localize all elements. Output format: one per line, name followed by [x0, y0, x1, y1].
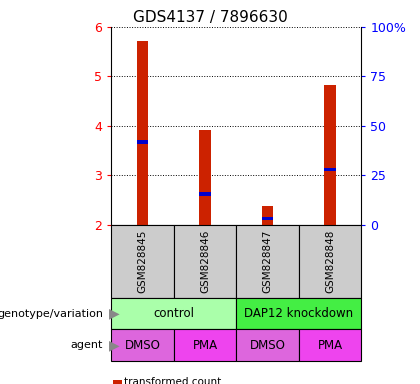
Bar [324, 167, 336, 171]
Text: genotype/variation: genotype/variation [0, 308, 103, 319]
Text: GSM828848: GSM828848 [325, 229, 335, 293]
Text: PMA: PMA [192, 339, 218, 352]
Bar [262, 206, 273, 225]
Text: PMA: PMA [318, 339, 343, 352]
Text: DMSO: DMSO [125, 339, 160, 352]
Text: ▶: ▶ [109, 306, 120, 321]
Bar [200, 130, 211, 225]
Text: ▶: ▶ [109, 338, 120, 353]
Bar [324, 85, 336, 225]
Bar [200, 192, 211, 196]
Bar [137, 140, 148, 144]
Text: GDS4137 / 7896630: GDS4137 / 7896630 [133, 10, 287, 25]
Text: transformed count: transformed count [124, 377, 221, 384]
Text: DMSO: DMSO [249, 339, 286, 352]
Text: agent: agent [71, 340, 103, 351]
Text: GSM828847: GSM828847 [262, 229, 273, 293]
Text: GSM828845: GSM828845 [137, 229, 147, 293]
Text: GSM828846: GSM828846 [200, 229, 210, 293]
Text: DAP12 knockdown: DAP12 knockdown [244, 307, 353, 320]
Bar [262, 217, 273, 220]
Text: control: control [153, 307, 194, 320]
Bar [137, 41, 148, 225]
